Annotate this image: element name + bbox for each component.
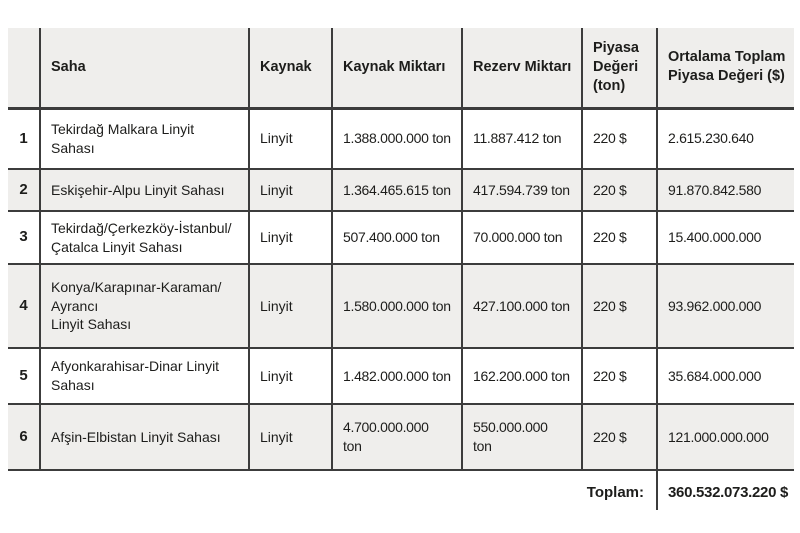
cell-kaynak: Linyit [248,108,332,170]
lignite-fields-table: Saha Kaynak Kaynak Miktarı Rezerv Miktar… [8,28,794,510]
col-header-piyasa-degeri: Piyasa Değeri (ton) [581,28,657,110]
col-header-kaynak-miktari: Kaynak Miktarı [331,28,462,110]
table-row: 6 Afşin-Elbistan Linyit Sahası Linyit 4.… [8,404,794,471]
cell-row-number: 5 [8,348,40,405]
cell-saha: Tekirdağ Malkara Linyit Sahası [39,108,249,170]
cell-rezerv-miktari: 70.000.000 ton [461,211,582,265]
cell-kaynak-miktari: 507.400.000 ton [331,211,462,265]
cell-row-number: 4 [8,264,40,349]
cell-saha: Afşin-Elbistan Linyit Sahası [39,404,249,471]
cell-kaynak-miktari: 1.388.000.000 ton [331,108,462,170]
table-row: 4 Konya/Karapınar-Karaman/ Ayrancı Linyi… [8,264,794,349]
col-header-saha: Saha [39,28,249,110]
cell-row-number: 2 [8,169,40,212]
total-value: 360.532.073.220 $ [656,470,794,510]
cell-rezerv-miktari: 427.100.000 ton [461,264,582,349]
table-row: 1 Tekirdağ Malkara Linyit Sahası Linyit … [8,108,794,170]
cell-ortalama-toplam: 91.870.842.580 [656,169,794,212]
cell-ortalama-toplam: 121.000.000.000 [656,404,794,471]
cell-kaynak: Linyit [248,211,332,265]
header-row: Saha Kaynak Kaynak Miktarı Rezerv Miktar… [8,28,794,110]
table-row: 2 Eskişehir-Alpu Linyit Sahası Linyit 1.… [8,169,794,212]
table-footer: Toplam: 360.532.073.220 $ [8,470,794,510]
total-row: Toplam: 360.532.073.220 $ [8,470,794,510]
cell-piyasa-degeri: 220 $ [581,264,657,349]
cell-kaynak: Linyit [248,348,332,405]
col-header-ortalama-toplam: Ortalama Toplam Piyasa Değeri ($) [656,28,794,110]
cell-kaynak: Linyit [248,404,332,471]
table-header: Saha Kaynak Kaynak Miktarı Rezerv Miktar… [8,28,794,110]
cell-saha: Afyonkarahisar-Dinar Linyit Sahası [39,348,249,405]
cell-kaynak-miktari: 1.482.000.000 ton [331,348,462,405]
col-header-index [8,28,40,110]
cell-ortalama-toplam: 2.615.230.640 [656,108,794,170]
cell-saha: Tekirdağ/Çerkezköy-İstanbul/ Çatalca Lin… [39,211,249,265]
cell-kaynak: Linyit [248,169,332,212]
cell-rezerv-miktari: 11.887.412 ton [461,108,582,170]
cell-ortalama-toplam: 93.962.000.000 [656,264,794,349]
cell-kaynak: Linyit [248,264,332,349]
col-header-kaynak: Kaynak [248,28,332,110]
cell-piyasa-degeri: 220 $ [581,108,657,170]
total-label: Toplam: [586,484,644,501]
cell-kaynak-miktari: 4.700.000.000 ton [331,404,462,471]
table-body: 1 Tekirdağ Malkara Linyit Sahası Linyit … [8,108,794,471]
cell-piyasa-degeri: 220 $ [581,404,657,471]
cell-row-number: 3 [8,211,40,265]
cell-ortalama-toplam: 15.400.000.000 [656,211,794,265]
cell-piyasa-degeri: 220 $ [581,169,657,212]
cell-row-number: 6 [8,404,40,471]
cell-row-number: 1 [8,108,40,170]
cell-saha: Konya/Karapınar-Karaman/ Ayrancı Linyit … [39,264,249,349]
cell-saha: Eskişehir-Alpu Linyit Sahası [39,169,249,212]
cell-ortalama-toplam: 35.684.000.000 [656,348,794,405]
cell-piyasa-degeri: 220 $ [581,211,657,265]
cell-rezerv-miktari: 550.000.000 ton [461,404,582,471]
cell-kaynak-miktari: 1.580.000.000 ton [331,264,462,349]
lignite-table-container: Saha Kaynak Kaynak Miktarı Rezerv Miktar… [8,28,794,510]
cell-rezerv-miktari: 417.594.739 ton [461,169,582,212]
cell-piyasa-degeri: 220 $ [581,348,657,405]
cell-rezerv-miktari: 162.200.000 ton [461,348,582,405]
table-row: 3 Tekirdağ/Çerkezköy-İstanbul/ Çatalca L… [8,211,794,265]
table-row: 5 Afyonkarahisar-Dinar Linyit Sahası Lin… [8,348,794,405]
col-header-rezerv-miktari: Rezerv Miktarı [461,28,582,110]
cell-kaynak-miktari: 1.364.465.615 ton [331,169,462,212]
